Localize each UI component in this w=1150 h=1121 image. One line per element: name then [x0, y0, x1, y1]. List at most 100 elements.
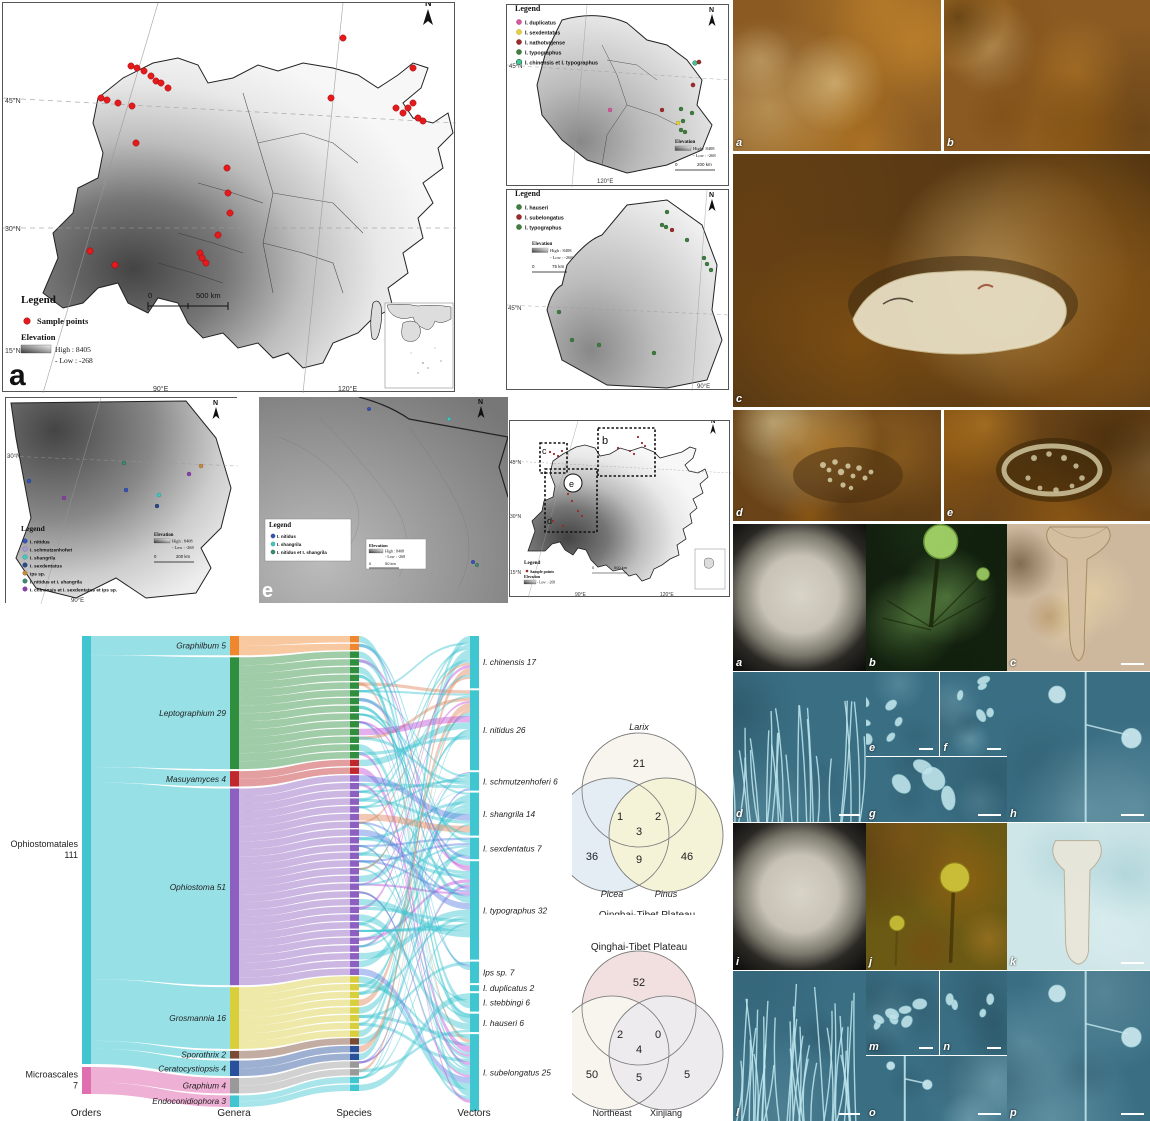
svg-text:e: e — [262, 580, 273, 602]
svg-text:a: a — [9, 359, 26, 392]
svg-text:3: 3 — [636, 826, 642, 838]
svg-text:I. shangrila: I. shangrila — [277, 542, 302, 547]
svg-text:Legend: Legend — [269, 521, 291, 529]
svg-text:Legend: Legend — [524, 560, 541, 566]
svg-text:Picea: Picea — [601, 889, 624, 899]
svg-text:5: 5 — [684, 1069, 690, 1081]
svg-text:I. nitidus: I. nitidus — [277, 534, 296, 539]
svg-text:- Low : -268: - Low : -268 — [550, 255, 573, 260]
svg-text:Northeast: Northeast — [592, 1108, 632, 1118]
svg-text:5: 5 — [636, 1072, 642, 1084]
svg-text:I. sexdentatus: I. sexdentatus — [30, 563, 62, 569]
svg-text:Masuyamyces 4: Masuyamyces 4 — [166, 774, 226, 784]
svg-text:111: 111 — [64, 850, 78, 860]
svg-text:200 km: 200 km — [697, 162, 712, 167]
svg-text:75 km: 75 km — [552, 264, 565, 269]
svg-text:Ceratocystiopsis 4: Ceratocystiopsis 4 — [158, 1063, 226, 1073]
svg-text:0: 0 — [532, 264, 535, 269]
svg-text:Genera: Genera — [217, 1108, 251, 1119]
svg-text:I. nathotvajense: I. nathotvajense — [525, 41, 565, 47]
svg-text:Endoconidiophora 3: Endoconidiophora 3 — [152, 1096, 226, 1106]
svg-text:30°N: 30°N — [510, 514, 522, 520]
svg-text:Ips sp. 7: Ips sp. 7 — [483, 967, 515, 977]
svg-text:30°N: 30°N — [7, 454, 20, 460]
svg-text:45°N: 45°N — [508, 306, 521, 312]
svg-text:I. hauseri: I. hauseri — [525, 206, 549, 212]
svg-text:200 km: 200 km — [176, 554, 191, 559]
svg-text:0: 0 — [655, 1029, 661, 1041]
svg-text:- Low : -268: - Low : -268 — [172, 545, 194, 550]
svg-text:30°N: 30°N — [5, 225, 21, 233]
svg-text:36: 36 — [586, 851, 598, 863]
svg-text:46: 46 — [681, 851, 693, 863]
svg-text:Species: Species — [336, 1108, 372, 1119]
svg-text:0: 0 — [148, 291, 152, 300]
svg-text:Microascales: Microascales — [25, 1070, 78, 1080]
svg-text:Xinjiang: Xinjiang — [650, 1108, 682, 1118]
svg-text:120°E: 120°E — [338, 385, 357, 393]
svg-text:Sample points: Sample points — [37, 316, 89, 326]
svg-text:500 km: 500 km — [614, 565, 628, 570]
svg-text:90°E: 90°E — [697, 384, 710, 390]
svg-text:N: N — [213, 400, 218, 407]
svg-text:I. typographus 32: I. typographus 32 — [483, 905, 548, 915]
svg-text:I. schmutzenhoferi 6: I. schmutzenhoferi 6 — [483, 776, 558, 786]
svg-text:I. shangrila 14: I. shangrila 14 — [483, 809, 536, 819]
svg-text:Legend: Legend — [21, 294, 56, 306]
svg-text:90°E: 90°E — [153, 385, 169, 393]
svg-text:I. duplicatus: I. duplicatus — [525, 21, 556, 27]
svg-text:Grosmannia 16: Grosmannia 16 — [169, 1013, 226, 1023]
svg-text:Leptographium 29: Leptographium 29 — [159, 708, 226, 718]
svg-text:50 km: 50 km — [385, 561, 397, 566]
svg-text:N: N — [709, 192, 714, 199]
svg-text:I. chinensis 17: I. chinensis 17 — [483, 657, 536, 667]
svg-text:52: 52 — [633, 977, 645, 989]
svg-text:I. chinensis et I. typographus: I. chinensis et I. typographus — [525, 61, 598, 67]
svg-text:I. nitidus: I. nitidus — [30, 539, 50, 545]
svg-text:Sporothrix 2: Sporothrix 2 — [181, 1050, 226, 1060]
svg-text:c: c — [542, 446, 547, 456]
svg-text:I. duplicatus 2: I. duplicatus 2 — [483, 983, 535, 993]
svg-text:I. typographus: I. typographus — [525, 226, 562, 232]
svg-text:Legend: Legend — [21, 524, 46, 533]
svg-text:500 km: 500 km — [196, 291, 221, 300]
svg-text:120°E: 120°E — [660, 592, 674, 598]
svg-text:- Low : -268: - Low : -268 — [693, 153, 716, 158]
svg-text:High : 8408: High : 8408 — [550, 248, 572, 253]
svg-text:1: 1 — [617, 811, 623, 823]
svg-text:Graphilbum 5: Graphilbum 5 — [176, 641, 226, 651]
svg-text:Elevation: Elevation — [524, 574, 541, 579]
svg-text:N: N — [709, 7, 714, 14]
svg-text:Larix: Larix — [629, 722, 649, 732]
svg-text:Elevation: Elevation — [369, 543, 388, 548]
svg-text:0: 0 — [592, 565, 595, 570]
svg-text:4: 4 — [636, 1044, 642, 1056]
svg-text:Orders: Orders — [71, 1108, 102, 1119]
svg-text:I. chinensis et I. sexdentatus: I. chinensis et I. sexdentatus et Ips sp… — [30, 587, 117, 593]
svg-text:2: 2 — [617, 1029, 623, 1041]
svg-text:High : 8408: High : 8408 — [385, 549, 404, 554]
svg-text:High : 8408: High : 8408 — [172, 539, 193, 544]
svg-text:7: 7 — [73, 1081, 78, 1091]
svg-text:d: d — [9, 581, 21, 603]
svg-text:15°N: 15°N — [5, 347, 21, 355]
svg-text:Elevation: Elevation — [21, 332, 56, 342]
svg-text:I. subelongatus 25: I. subelongatus 25 — [483, 1068, 551, 1078]
svg-text:N: N — [711, 421, 715, 425]
svg-text:High : 8408: High : 8408 — [693, 146, 715, 151]
svg-text:Graphium 4: Graphium 4 — [183, 1081, 227, 1091]
svg-text:21: 21 — [633, 758, 645, 770]
svg-text:I. typographus: I. typographus — [525, 51, 562, 57]
svg-text:I. sexdentatus: I. sexdentatus — [525, 31, 560, 37]
svg-text:Vectors: Vectors — [457, 1108, 490, 1119]
svg-text:Ips sp.: Ips sp. — [30, 571, 45, 577]
svg-text:Legend: Legend — [515, 5, 541, 13]
svg-text:c: c — [509, 368, 520, 390]
svg-text:e: e — [569, 479, 574, 489]
svg-text:Elevation: Elevation — [532, 242, 552, 247]
svg-text:Legend: Legend — [515, 190, 541, 198]
svg-text:15°N: 15°N — [510, 570, 522, 576]
svg-text:I. nitidus et I. shangrila: I. nitidus et I. shangrila — [277, 550, 327, 555]
svg-text:0: 0 — [675, 162, 678, 167]
svg-text:45°N: 45°N — [510, 460, 522, 466]
